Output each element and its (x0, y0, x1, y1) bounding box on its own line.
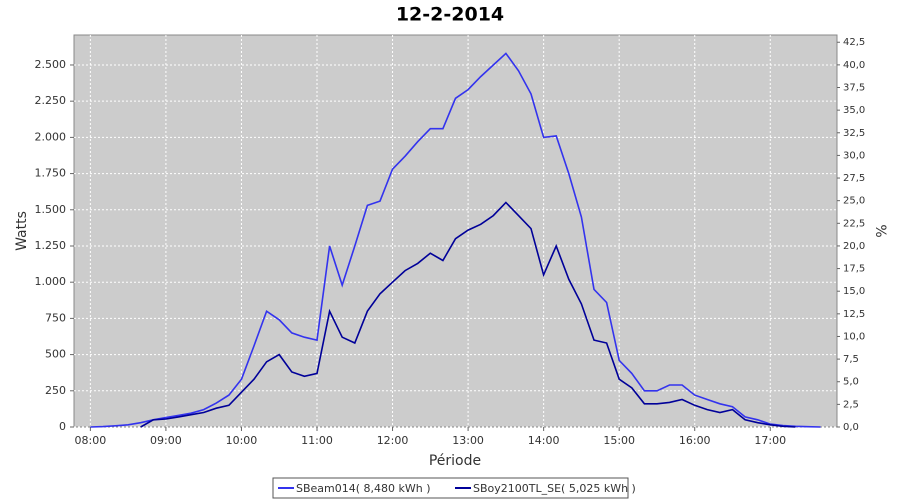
x-tick-label: 13:00 (452, 434, 484, 447)
y-axis-label: Watts (14, 211, 30, 251)
y2-axis-label: % (872, 224, 888, 237)
y2-tick-label: 20,0 (843, 241, 865, 252)
legend-label: SBoy2100TL_SE( 5,025 kWh ) (473, 482, 636, 495)
series-line (90, 52, 821, 428)
y2-tick-label: 5,0 (843, 377, 859, 388)
y-tick-label: 2.500 (35, 58, 67, 71)
y2-tick-label: 2,5 (843, 399, 859, 410)
legend (272, 477, 629, 499)
y2-tick-label: 15,0 (843, 286, 865, 297)
x-tick-label: 10:00 (226, 434, 258, 447)
y-tick-label: 750 (45, 311, 66, 324)
x-tick-label: 11:00 (301, 434, 333, 447)
x-axis-label: Période (429, 453, 481, 469)
y-tick-label: 1.000 (35, 275, 67, 288)
legend-label: SBeam014( 8,480 kWh ) (296, 482, 431, 495)
series-line (140, 201, 796, 428)
chart-title: 12-2-2014 (396, 4, 504, 26)
y2-tick-label: 0,0 (843, 422, 859, 433)
x-tick-label: 14:00 (528, 434, 560, 447)
x-tick-label: 09:00 (150, 434, 182, 447)
y2-tick-label: 12,5 (843, 309, 865, 320)
y-tick-label: 500 (45, 348, 66, 361)
x-tick-label: 17:00 (754, 434, 786, 447)
x-tick-label: 08:00 (75, 434, 107, 447)
y-tick-label: 2.250 (35, 94, 67, 107)
y2-tick-label: 42,5 (843, 37, 865, 48)
y-tick-label: 0 (59, 420, 66, 433)
x-tick-label: 15:00 (603, 434, 635, 447)
y-tick-label: 1.750 (35, 167, 67, 180)
x-tick-label: 16:00 (679, 434, 711, 447)
y2-tick-label: 37,5 (843, 83, 865, 94)
y2-tick-label: 10,0 (843, 331, 865, 342)
y2-tick-label: 30,0 (843, 150, 865, 161)
y-tick-label: 1.500 (35, 203, 67, 216)
y2-tick-label: 40,0 (843, 60, 865, 71)
y2-tick-label: 17,5 (843, 264, 865, 275)
plot-area (73, 34, 838, 428)
y2-tick-label: 35,0 (843, 105, 865, 116)
y-tick-label: 250 (45, 384, 66, 397)
y-tick-label: 1.250 (35, 239, 67, 252)
y2-tick-label: 32,5 (843, 128, 865, 139)
y2-tick-label: 7,5 (843, 354, 859, 365)
y2-tick-label: 27,5 (843, 173, 865, 184)
y2-tick-label: 22,5 (843, 218, 865, 229)
y-tick-label: 2.000 (35, 130, 67, 143)
x-tick-label: 12:00 (377, 434, 409, 447)
y2-tick-label: 25,0 (843, 196, 865, 207)
